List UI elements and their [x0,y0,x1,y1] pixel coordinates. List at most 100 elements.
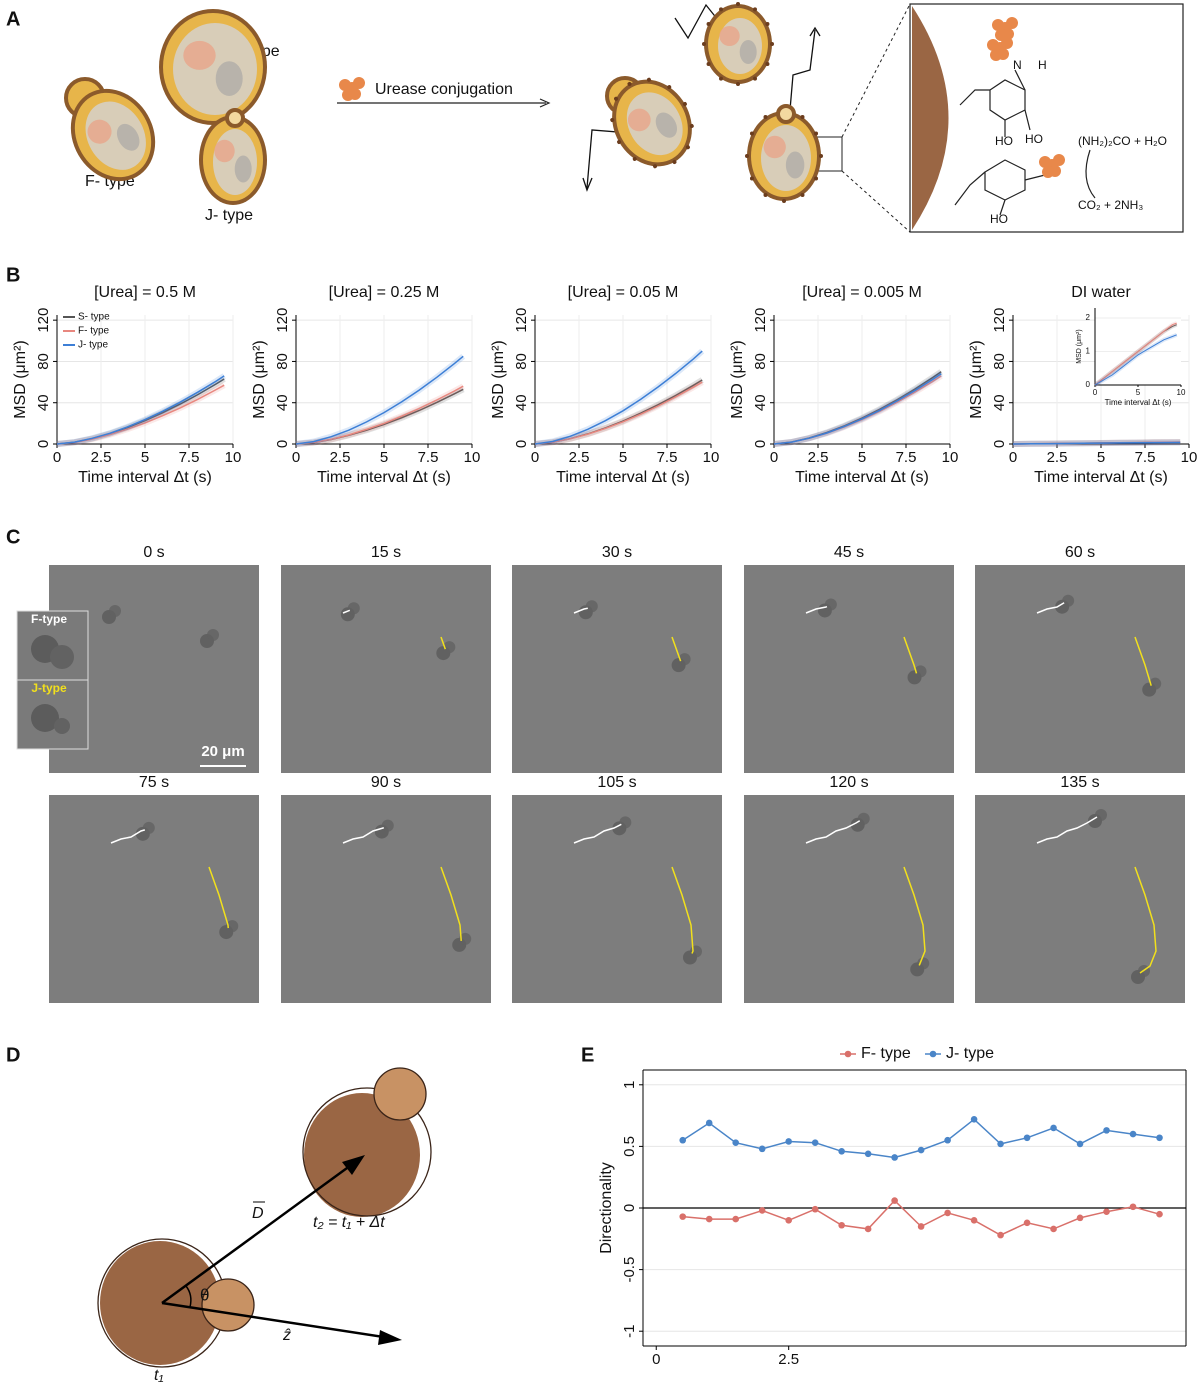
time-label: 15 s [371,544,401,561]
time-label: t₁ [154,1367,164,1384]
x-tick-label: 10 [464,449,481,466]
trajectory [208,866,229,929]
yeast-cell [159,9,267,125]
zoom-line [841,3,911,138]
yeast-cell [70,88,156,182]
y-tick-label: 0 [991,440,1008,448]
legend-swatch [929,1050,937,1058]
marker [864,1225,872,1233]
x-tick-label: 7.5 [1135,449,1156,466]
urease-dot [749,131,754,136]
marker [838,1221,845,1229]
cell-blob [689,945,702,958]
vacuole [234,155,252,183]
atom-label: HO [990,212,1008,226]
yeast-cell [610,77,694,169]
microscopy-frame [512,565,722,773]
x-tick-label: 2.5 [1047,449,1068,466]
cell-blob [50,645,74,669]
y-tick-label: 0 [513,440,530,448]
time-label: t₂ = t₁ + Δt [313,1214,385,1231]
nucleus [214,139,235,163]
series-line [682,1199,1160,1236]
vacuole [785,151,805,179]
cell-blob [678,653,691,666]
urease-dot [736,82,740,86]
urease-dot [800,115,805,120]
y-tick-label: -1 [621,1325,638,1338]
nucleus [763,135,786,159]
marker [679,1136,687,1144]
x-axis-label: Time interval Δt (s) [78,469,212,486]
marker [997,1140,1004,1148]
cell-blob [824,598,837,611]
marker [705,1119,713,1127]
x-tick-label: 2.5 [808,449,829,466]
cell-blob [226,920,239,933]
scale-bar-label: 20 μm [201,743,244,760]
bud [776,104,796,124]
y-axis-label: MSD (μm²) [251,340,268,419]
time-label: 0 s [143,544,164,561]
x-axis-label: Time interval Δt (s) [556,469,690,486]
urease-dot [614,96,619,101]
nucleus [719,26,740,46]
marker [1076,1214,1084,1222]
urease-dot [765,62,770,66]
y-tick-label: 80 [513,353,530,370]
x-tick-label: 0 [292,449,300,466]
x-tick-label: 5 [858,449,866,466]
y-tick-label: 80 [991,353,1008,370]
y-tick-label: 0.5 [621,1136,638,1157]
cell-blob [109,605,121,617]
microscopy-frame [975,565,1185,773]
x-tick-label: 10 [1181,449,1198,466]
cell-blob [31,704,59,732]
y-tick-label: 0 [35,440,52,448]
chart-title: DI water [1071,284,1131,301]
chemical-structure [1024,109,1031,131]
urease-dot [627,82,632,87]
x-tick-label: 7.5 [657,449,678,466]
marker [705,1215,713,1223]
x-tick-label: 0 [652,1351,660,1368]
inset-line [1094,334,1177,386]
atom-label: HO [995,134,1013,148]
y-tick-label: 120 [274,308,291,333]
urease-dot [782,199,786,203]
trajectory [342,826,385,844]
nucleus [627,108,651,132]
panel-letter: A [6,8,20,30]
x-axis-label: Time interval Δt (s) [795,469,929,486]
y-tick-label: 80 [752,353,769,370]
urease-dot [765,22,770,26]
urease-dot [770,42,774,46]
trajectory [1134,636,1152,686]
x-tick-label: 10 [1177,388,1186,397]
urease-blob [1039,156,1051,168]
yeast-cell [702,2,774,86]
marker [970,1115,978,1123]
cell-interior [761,125,811,191]
marker [679,1213,687,1220]
x-tick-label: 2.5 [330,449,351,466]
chemical-structure [999,199,1006,216]
urease-dot [706,62,711,66]
urease-dot [617,140,622,144]
axis-label: ẑ [282,1327,291,1344]
arrow-head [539,98,551,108]
x-tick-label: 0 [1009,449,1017,466]
legend-swatch [844,1050,852,1058]
x-tick-label: 7.5 [418,449,439,466]
y-axis-label: Directionality [598,1162,615,1254]
cell-blob [857,812,870,825]
cell-blob [142,821,155,834]
trajectory [903,866,926,966]
marker [944,1136,951,1144]
legend-label: J- type [946,1045,994,1062]
marker [758,1207,766,1214]
x-tick-label: 2.5 [778,1351,799,1368]
series-line [295,385,464,445]
chemical-structure [954,171,986,206]
y-tick-label: 120 [513,308,530,333]
